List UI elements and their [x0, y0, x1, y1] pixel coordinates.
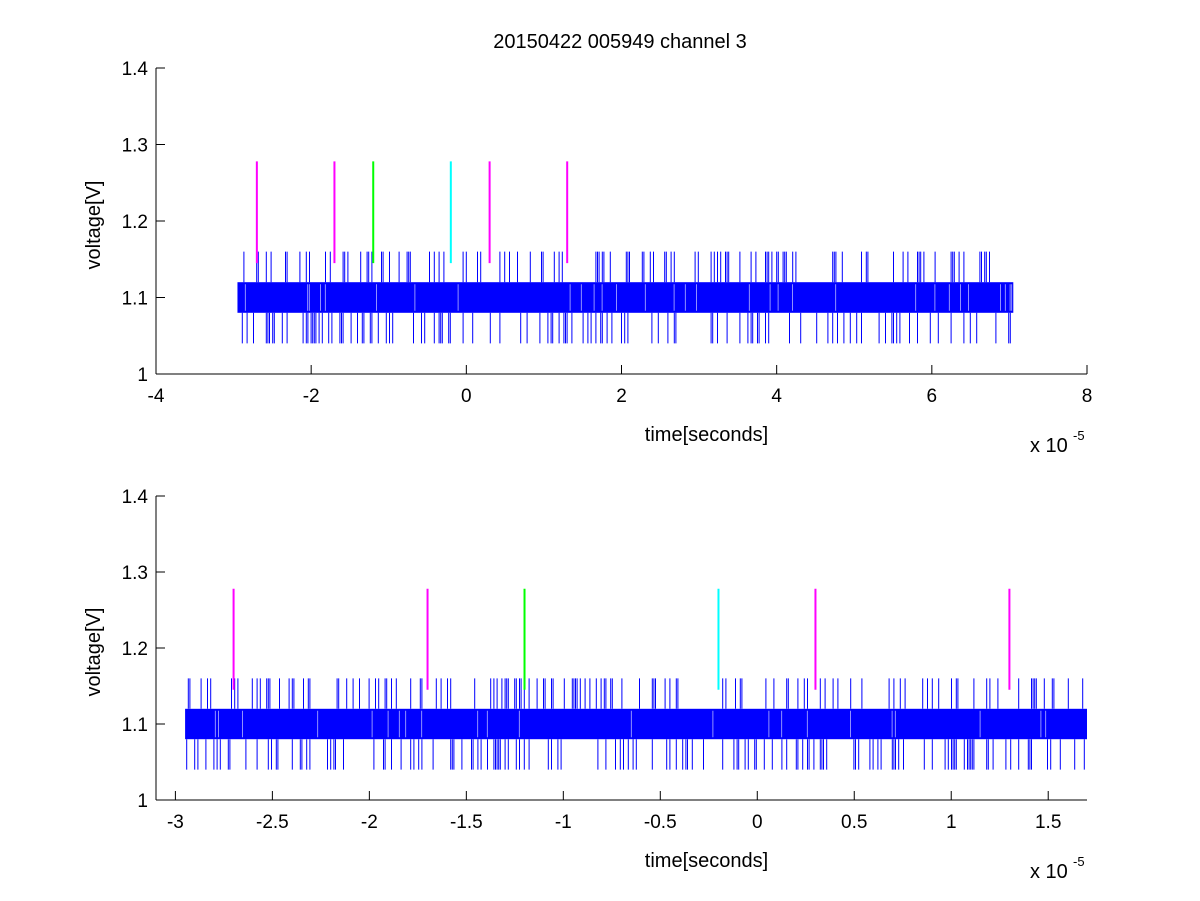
y-tick-label: 1.3	[122, 563, 148, 584]
x-tick-label: -2	[361, 812, 378, 833]
signal-band	[185, 708, 1087, 740]
y-tick-label: 1.2	[122, 212, 148, 233]
x-tick-label: -1.5	[450, 812, 483, 833]
x-axis-label: time[seconds]	[645, 424, 768, 446]
signal-spikes-down	[186, 739, 1085, 770]
x-axis-multiplier: x 10	[1030, 861, 1068, 883]
x-axis-multiplier-exponent: -5	[1073, 428, 1085, 443]
signal-band-texture	[214, 710, 1047, 738]
x-tick-label: -4	[148, 386, 165, 407]
signal-trace	[237, 251, 1014, 344]
figure-title: 20150422 005949 channel 3	[493, 31, 747, 53]
x-tick-label: -0.5	[644, 812, 677, 833]
y-tick-label: 1.2	[122, 639, 148, 660]
y-tick-label: 1.4	[122, 59, 149, 80]
x-tick-label: 1	[946, 812, 957, 833]
signal-spikes-up	[187, 678, 1084, 709]
x-tick-label: 0	[752, 812, 763, 833]
top-subplot: -4 -2 0 2 4 6 8 1 1.1 1.2 1.3 1.4 time[seconds] volta…	[83, 59, 1092, 457]
y-axis-label: voltage[V]	[83, 608, 105, 697]
signal-band	[237, 282, 1014, 313]
y-tick-label: 1.1	[122, 715, 148, 736]
y-axis-label: voltage[V]	[83, 181, 105, 270]
x-tick-label: 1.5	[1035, 812, 1061, 833]
signal-band-texture	[244, 284, 1013, 311]
x-tick-label: 8	[1082, 386, 1093, 407]
x-tick-label: -3	[167, 812, 184, 833]
signal-spikes-down	[241, 312, 1011, 344]
x-tick-label: 4	[771, 386, 782, 407]
y-tick-label: 1	[137, 791, 148, 812]
x-axis-multiplier-exponent: -5	[1073, 854, 1085, 869]
y-tick-label: 1	[137, 365, 148, 386]
x-tick-label: -2.5	[256, 812, 289, 833]
x-axis-label: time[seconds]	[645, 850, 768, 872]
bottom-subplot: -3 -2.5 -2 -1.5 -1 -0.5 0 0.5 1 1.5 1 1.1 1.2 1.3 1.4 t…	[83, 487, 1087, 883]
x-axis-multiplier: x 10	[1030, 435, 1068, 457]
signal-trace	[185, 678, 1087, 770]
x-tick-label: -2	[303, 386, 320, 407]
signal-spikes-up	[243, 251, 990, 283]
x-tick-label: 2	[616, 386, 627, 407]
y-tick-label: 1.4	[122, 487, 149, 508]
y-tick-label: 1.3	[122, 136, 148, 157]
x-tick-label: 0	[461, 386, 472, 407]
x-tick-label: 6	[927, 386, 938, 407]
y-tick-label: 1.1	[122, 289, 148, 310]
x-tick-label: 0.5	[841, 812, 867, 833]
x-tick-label: -1	[555, 812, 572, 833]
